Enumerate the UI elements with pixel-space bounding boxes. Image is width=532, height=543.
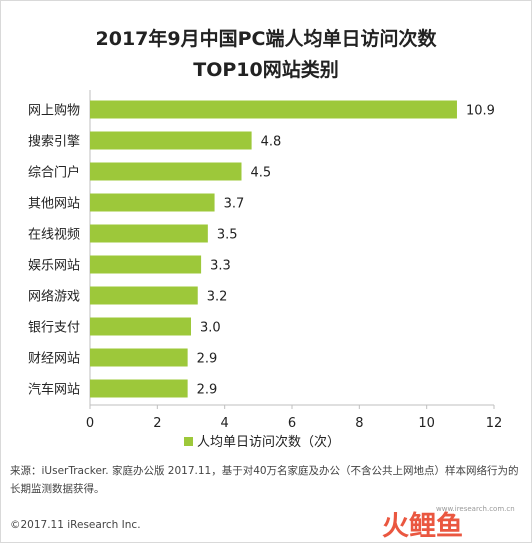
- data-label: 3.0: [200, 321, 221, 336]
- data-label: 3.7: [224, 197, 245, 212]
- category-label: 网络游戏: [28, 289, 80, 305]
- watermark-text: 火鲤鱼: [382, 511, 463, 539]
- x-tick-label: 8: [355, 416, 363, 431]
- bar: [90, 286, 198, 305]
- bar: [90, 224, 208, 243]
- data-label: 3.5: [217, 228, 238, 243]
- data-label: 4.8: [261, 135, 282, 150]
- x-tick-label: 10: [418, 416, 435, 431]
- data-label: 10.9: [466, 104, 495, 119]
- category-label: 在线视频: [28, 228, 80, 243]
- chart-title-line1: 2017年9月中国PC端人均单日访问次数: [95, 28, 437, 50]
- category-label: 银行支付: [28, 321, 80, 336]
- bar: [90, 348, 188, 367]
- category-label: 网上购物: [28, 103, 80, 119]
- watermark: www.iresearch.com.cn 火鲤鱼: [382, 505, 515, 539]
- bar: [90, 131, 252, 150]
- category-label: 汽车网站: [28, 382, 80, 398]
- source-note: 来源：iUserTracker. 家庭办公版 2017.11，基于对40万名家庭…: [10, 465, 519, 495]
- copyright: ©2017.11 iResearch Inc.: [10, 519, 141, 531]
- category-label: 综合门户: [28, 165, 80, 181]
- bar: [90, 100, 457, 119]
- category-label: 财经网站: [28, 352, 80, 367]
- bar-chart: 网上购物 10.9 搜索引擎 4.8 综合门户 4.5 其他网站 3.7 在线视频 3.5 娱乐网站…: [28, 90, 503, 450]
- bar: [90, 379, 188, 398]
- x-tick-label: 4: [221, 416, 229, 431]
- x-tick-label: 2: [153, 416, 161, 431]
- bar: [90, 162, 242, 181]
- legend-label: 人均单日访问次数（次）: [197, 434, 340, 450]
- data-label: 4.5: [251, 166, 272, 181]
- chart-title-line2: TOP10网站类别: [193, 59, 339, 81]
- data-label: 3.3: [210, 259, 231, 274]
- data-label: 2.9: [197, 352, 218, 367]
- watermark-domain: www.iresearch.com.cn: [436, 505, 515, 513]
- category-label: 其他网站: [28, 197, 80, 212]
- bar: [90, 317, 191, 336]
- x-tick-label: 0: [86, 416, 94, 431]
- bar: [90, 193, 215, 212]
- category-label: 搜索引擎: [28, 135, 80, 150]
- x-tick-label: 12: [486, 416, 503, 431]
- data-label: 2.9: [197, 383, 218, 398]
- x-tick-label: 6: [288, 416, 296, 431]
- bar: [90, 255, 202, 274]
- legend-swatch: [184, 437, 193, 446]
- category-label: 娱乐网站: [28, 259, 80, 274]
- data-label: 3.2: [207, 290, 228, 305]
